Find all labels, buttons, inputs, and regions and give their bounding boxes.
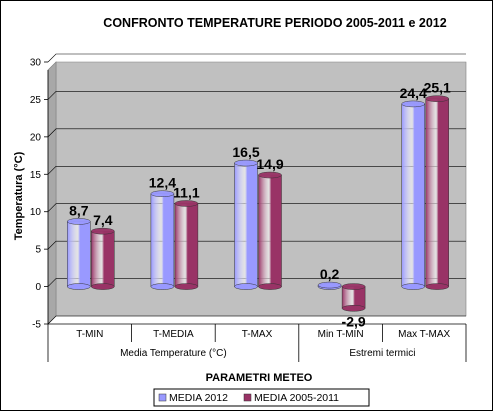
legend-label: MEDIA 2005-2011 [254,392,339,404]
x-tick-label: Min T-MIN [318,329,364,340]
x-tick-label: T-MEDIA [153,329,194,340]
chart-title: CONFRONTO TEMPERATURE PERIODO 2005-2011 … [103,16,446,30]
data-label: -2,9 [342,313,366,329]
x-tick-label: Max T-MAX [398,329,450,340]
data-label: 24,4 [400,85,427,101]
bars [67,95,449,312]
y-tick-label: 30 [30,58,42,69]
y-axis: -5 0 5 10 15 20 25 30 [30,58,49,331]
legend-swatch [243,393,252,402]
gridline [47,278,466,287]
bar-min-t-min-series-2 [341,283,366,312]
data-label: 7,4 [93,212,113,228]
bar-max-t-max-series-1 [401,100,425,290]
x-axis-title: PARAMETRI METEO [206,372,313,384]
bar-t-media-series-1 [150,190,175,290]
y-tick-label: 10 [30,207,42,218]
data-label: 8,7 [69,202,89,218]
gridline [47,165,466,175]
legend: MEDIA 2012 MEDIA 2005-2011 [153,388,370,407]
side-wall [47,61,57,325]
data-label: 12,4 [149,175,176,191]
data-label: 0,2 [320,266,340,282]
y-axis-title: Temperatura (°C) [13,151,25,240]
y-tick-label: 0 [35,282,41,293]
y-tick-label: 20 [30,132,42,143]
legend-swatch [158,393,167,402]
gridline [47,53,466,63]
bar-min-t-min-series-1 [317,281,342,290]
x-axis: T-MIN T-MEDIA T-MAX Min T-MIN Max T-MAX Media… [47,323,467,362]
gridline [47,240,466,250]
data-label: 25,1 [424,80,451,96]
group-label: Estremi termici [349,348,415,359]
y-tick-label: 15 [30,170,42,181]
legend-box [153,388,370,407]
data-label: 16,5 [232,144,259,160]
gridline [47,203,466,212]
gridlines [47,53,466,325]
gridline [47,91,466,100]
data-label: 11,1 [173,184,200,200]
gridline [47,315,466,325]
bar-t-min-series-1 [67,218,91,290]
gridline [47,128,466,138]
group-label: Media Temperature (°C) [120,348,227,359]
bar-t-media-series-2 [174,200,199,290]
y-tick-label: 5 [35,245,41,256]
bar-t-max-series-2 [258,171,282,290]
y-tick-label: -5 [32,320,41,331]
data-label: 14,9 [256,156,283,172]
data-labels: 8,77,4 12,411,1 16,514,9 0,2 -2,9 24,425,1 [69,80,451,330]
x-tick-label: T-MIN [76,329,103,340]
bar-t-min-series-2 [91,227,115,290]
legend-label: MEDIA 2012 [169,392,228,404]
bar-max-t-max-series-2 [425,95,449,290]
y-tick-label: 25 [30,95,42,106]
x-tick-label: T-MAX [242,329,273,340]
bar-t-max-series-1 [234,159,258,290]
